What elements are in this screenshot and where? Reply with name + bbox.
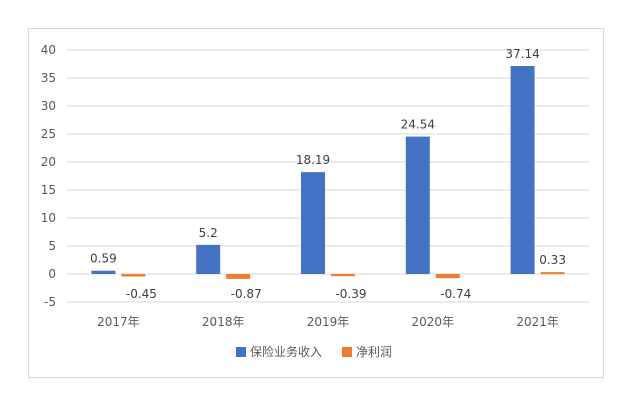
legend-label-1: 净利润 xyxy=(356,345,392,359)
y-tick-label: 15 xyxy=(41,183,56,197)
x-tick-label: 2020年 xyxy=(412,315,455,329)
bar-0-1 xyxy=(196,244,221,274)
data-label: 24.54 xyxy=(401,118,435,132)
bar-1-4 xyxy=(540,272,565,275)
bar-1-1 xyxy=(226,274,251,279)
bar-1-3 xyxy=(435,274,460,279)
y-tick-label: 35 xyxy=(41,71,56,85)
y-tick-label: 5 xyxy=(48,239,56,253)
x-tick-label: 2018年 xyxy=(202,315,245,329)
data-label: 0.33 xyxy=(539,253,566,267)
bar-1-0 xyxy=(121,274,146,277)
x-tick-label: 2021年 xyxy=(516,315,559,329)
x-tick-label: 2017年 xyxy=(97,315,140,329)
y-tick-label: 40 xyxy=(41,43,56,57)
y-tick-label: 0 xyxy=(48,267,56,281)
y-tick-label: 20 xyxy=(41,155,56,169)
y-tick-label: -5 xyxy=(44,295,56,309)
data-label: -0.74 xyxy=(440,287,471,301)
bar-0-0 xyxy=(91,270,116,274)
data-label: -0.45 xyxy=(126,287,157,301)
y-tick-label: 30 xyxy=(41,99,56,113)
y-tick-label: 10 xyxy=(41,211,56,225)
y-tick-label: 25 xyxy=(41,127,56,141)
data-label: 5.2 xyxy=(199,226,218,240)
data-label: -0.87 xyxy=(231,287,262,301)
legend-label-0: 保险业务收入 xyxy=(250,344,322,359)
bar-0-2 xyxy=(301,172,325,274)
data-label: 18.19 xyxy=(296,153,330,167)
bar-0-3 xyxy=(405,136,430,274)
data-label: 37.14 xyxy=(505,47,539,61)
bar-1-2 xyxy=(331,274,355,277)
x-tick-label: 2019年 xyxy=(307,315,350,329)
data-label: -0.39 xyxy=(335,287,366,301)
legend-swatch-1 xyxy=(342,347,352,357)
legend-swatch-0 xyxy=(236,347,246,357)
data-label: 0.59 xyxy=(90,252,117,266)
bar-0-4 xyxy=(510,66,535,275)
